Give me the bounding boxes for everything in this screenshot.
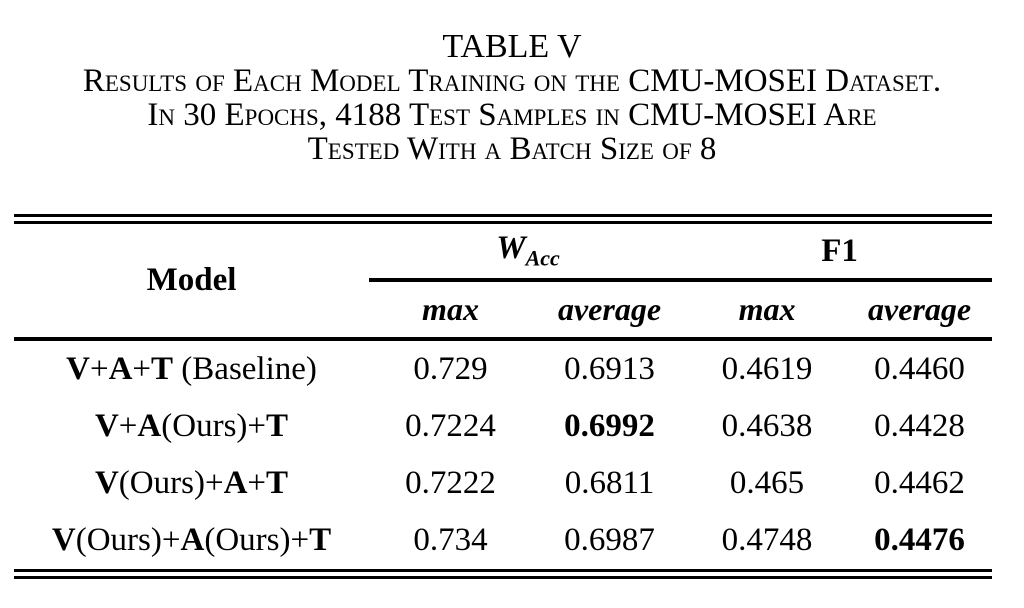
model-name-segment: (Baseline) — [173, 351, 317, 387]
model-name-segment: V — [94, 465, 119, 501]
model-name-segment: (Ours)+ — [161, 408, 267, 444]
caption-line-2: In 30 Epochs, 4188 Test Samples in CMU-M… — [147, 97, 877, 133]
value-cell: 0.6811 — [564, 465, 655, 501]
results-table-wrap: Model WAcc F1 max average max average V+… — [14, 214, 993, 579]
table-row: V+A(Ours)+T 0.7224 0.6992 0.4638 0.4428 — [14, 398, 992, 455]
value-cell: 0.4638 — [721, 408, 813, 444]
table-row: V(Ours)+A(Ours)+T 0.734 0.6987 0.4748 0.4476 — [14, 512, 992, 569]
model-name-segment: (Ours)+ — [75, 522, 181, 558]
table-row: V+A+T (Baseline) 0.729 0.6913 0.4619 0.4460 — [14, 339, 992, 398]
table-row: V(Ours)+A+T 0.7222 0.6811 0.465 0.4462 — [14, 455, 992, 512]
wacc-subscript: Acc — [525, 245, 560, 271]
f1-group-header: F1 — [687, 224, 993, 282]
model-name-segment: V — [94, 408, 119, 444]
model-cell: V(Ours)+A+T — [14, 455, 369, 512]
value-cell: 0.4462 — [874, 465, 965, 501]
value-cell: 0.6992 — [564, 408, 655, 444]
table-caption: Results of Each Model Training on the CM… — [0, 64, 1024, 166]
header-row-groups: Model WAcc F1 — [14, 224, 993, 341]
caption-line-1: Results of Each Model Training on the CM… — [82, 63, 942, 99]
model-name-segment: T — [266, 465, 289, 501]
value-cell: 0.4476 — [874, 522, 965, 558]
model-name-segment: A — [108, 351, 133, 387]
model-name-segment: A — [180, 522, 205, 558]
model-cell: V+A+T (Baseline) — [14, 339, 369, 398]
wacc-group-header: WAcc — [369, 224, 688, 282]
model-name-segment: V — [51, 522, 76, 558]
value-cell: 0.729 — [413, 351, 488, 387]
model-name-segment: (Ours)+ — [204, 522, 310, 558]
model-column-header: Model — [14, 224, 369, 341]
model-name-segment: + — [247, 465, 267, 501]
caption-line-3: Tested With a Batch Size of 8 — [307, 131, 717, 167]
model-name-segment: + — [132, 351, 152, 387]
header-row-metrics: max average max average — [14, 280, 993, 341]
subheader-wacc-average: average — [532, 280, 688, 341]
model-name-segment: + — [89, 351, 109, 387]
subheader-f1-max: max — [687, 280, 848, 341]
model-cell: V(Ours)+A(Ours)+T — [14, 512, 369, 569]
results-table: Model WAcc F1 max average max average V+… — [14, 224, 993, 569]
model-cell: V+A(Ours)+T — [14, 398, 369, 455]
value-cell: 0.4460 — [874, 351, 965, 387]
value-cell: 0.734 — [413, 522, 488, 558]
value-cell: 0.465 — [729, 465, 805, 501]
value-cell: 0.4619 — [721, 351, 813, 387]
value-cell: 0.6987 — [564, 522, 655, 558]
table-title: TABLE V — [442, 28, 582, 65]
value-cell: 0.6913 — [564, 351, 655, 387]
value-cell: 0.7222 — [405, 465, 496, 501]
model-name-segment: T — [309, 522, 332, 558]
model-name-segment: T — [151, 351, 174, 387]
model-name-segment: (Ours)+ — [118, 465, 224, 501]
model-name-segment: V — [66, 351, 90, 387]
subheader-wacc-max: max — [369, 280, 532, 341]
value-cell: 0.4748 — [721, 522, 813, 558]
model-name-segment: + — [118, 408, 138, 444]
subheader-f1-average: average — [847, 280, 993, 341]
value-cell: 0.4428 — [874, 408, 965, 444]
wacc-symbol: W — [496, 230, 526, 267]
model-name-segment: A — [223, 465, 248, 501]
value-cell: 0.7224 — [405, 408, 496, 444]
model-name-segment: T — [266, 408, 289, 444]
model-name-segment: A — [137, 408, 162, 444]
